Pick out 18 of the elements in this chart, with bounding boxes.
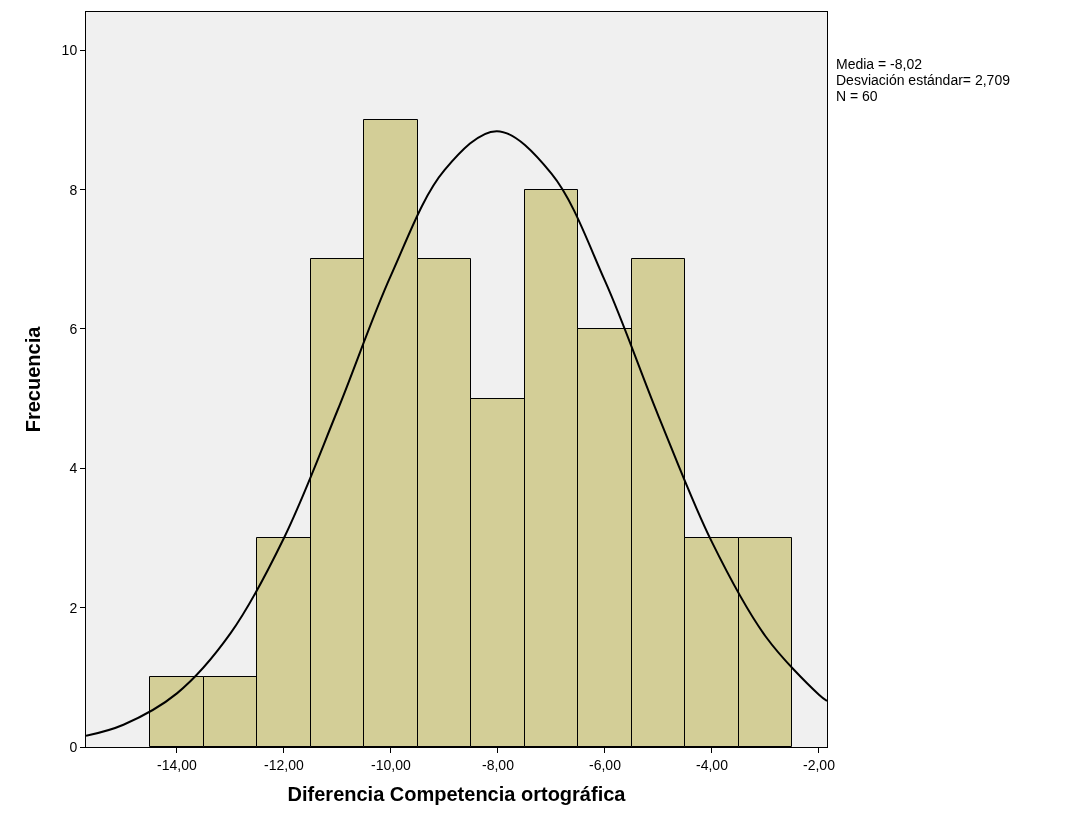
y-axis-title: Frecuencia bbox=[22, 325, 45, 433]
y-tick-label: 6 bbox=[69, 320, 78, 337]
y-tick-label: 8 bbox=[69, 181, 78, 198]
x-tick-label: -6,00 bbox=[589, 756, 622, 773]
y-tick-label: 4 bbox=[69, 460, 78, 477]
text: N = 60 bbox=[836, 88, 878, 104]
x-tick-label: -14,00 bbox=[157, 756, 198, 773]
x-tick-label: -4,00 bbox=[696, 756, 729, 773]
x-tick-label: -8,00 bbox=[482, 756, 515, 773]
x-tick-label: -12,00 bbox=[264, 756, 305, 773]
x-axis-title: Diferencia Competencia ortográfica bbox=[287, 783, 627, 806]
x-tick-label: -10,00 bbox=[371, 756, 412, 773]
text: Desviación estándar= 2,709 bbox=[836, 72, 1011, 88]
y-tick-label: 2 bbox=[69, 599, 78, 616]
y-tick-label: 10 bbox=[61, 42, 78, 59]
text: Media = -8,02 bbox=[836, 56, 923, 72]
x-tick-label: -2,00 bbox=[803, 756, 836, 773]
y-tick-label: 0 bbox=[69, 738, 78, 755]
